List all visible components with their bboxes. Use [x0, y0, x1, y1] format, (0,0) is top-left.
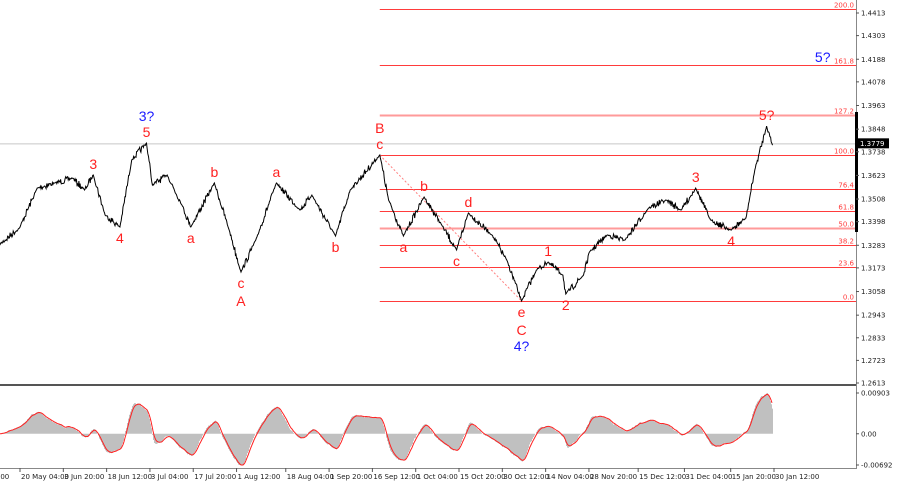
oscillator-panel: [0, 393, 773, 466]
price-tick-label: 1.3283: [861, 242, 886, 250]
price-tick-label: 1.3738: [861, 148, 886, 156]
wave-label: 4?: [514, 338, 530, 354]
wave-label: a: [399, 239, 407, 255]
price-tick-label: 1.2943: [861, 312, 886, 320]
time-tick-label: 20 May 04:00: [21, 473, 69, 481]
time-tick-label: 30 Jan 12:00: [775, 473, 819, 481]
current-price-badge: [857, 138, 889, 149]
fib-level-label: 161.8: [834, 58, 854, 66]
price-tick-label: 1.4188: [861, 56, 886, 64]
price-tick-label: 1.2833: [861, 334, 886, 342]
wave-label: c: [237, 275, 244, 291]
wave-label: d: [464, 194, 472, 210]
time-tick-label: 28 Nov 20:00: [590, 473, 637, 481]
time-tick-label: 16 Sep 12:00: [373, 473, 420, 481]
price-tick-label: 1.3058: [861, 288, 886, 296]
price-tick-label: 1.3623: [861, 172, 886, 180]
time-tick-label: 3 Jun 20:00: [64, 473, 104, 481]
fib-axis-marker: [855, 112, 858, 232]
wave-label: 3: [89, 156, 97, 172]
price-tick-label: 1.3173: [861, 264, 886, 272]
price-tick-label: 1.4303: [861, 32, 886, 40]
current-price-label: 1.3779: [860, 140, 885, 148]
wave-label: a: [273, 164, 281, 180]
wave-label: c: [376, 136, 383, 152]
wave-label: C: [516, 322, 526, 338]
price-tick-label: 1.3963: [861, 102, 886, 110]
price-tick-label: 1.2723: [861, 357, 886, 365]
wave-label-projection: 5?: [815, 49, 831, 65]
wave-label: c: [453, 253, 460, 269]
fib-level-label: 200.0: [834, 2, 854, 10]
wave-label: b: [420, 178, 428, 194]
fib-level-label: 23.6: [838, 260, 854, 268]
time-tick-label: 3 Jul 04:00: [151, 473, 189, 481]
wave-label: 3: [692, 169, 700, 185]
fib-level-label: 76.4: [838, 182, 854, 190]
fib-level-label: 100.0: [834, 148, 854, 156]
price-tick-label: 1.3398: [861, 218, 886, 226]
wave-label: B: [375, 120, 384, 136]
price-tick-label: 1.2613: [861, 380, 886, 388]
time-tick-label: 18 Aug 04:00: [287, 473, 334, 481]
price-tick-label: 1.3848: [861, 126, 886, 134]
wave-label: 5?: [759, 107, 775, 123]
oscillator-tick-label: 0.00: [861, 430, 877, 438]
oscillator-axis: 0.00903 0.00 -0.00692: [856, 390, 892, 470]
time-tick-label: 15 Jan 20:00: [732, 473, 776, 481]
wave-label: A: [236, 293, 246, 309]
time-tick-label: 15 Oct 20:00: [460, 473, 506, 481]
time-tick-label: 1 Oct 04:00: [417, 473, 458, 481]
wave-label: 3?: [139, 108, 155, 124]
wave-label: 1: [544, 243, 552, 259]
fib-level-label: 38.2: [838, 238, 854, 246]
price-tick-label: 1.3508: [861, 196, 886, 204]
time-axis[interactable]: :00 20 May 04:003 Jun 20:00 18 Jun 12:003 …: [0, 468, 819, 481]
wave-label: 5: [143, 124, 151, 140]
time-tick-label: :00: [0, 473, 9, 481]
oscillator-signal-line: [0, 393, 773, 466]
oscillator-tick-label: -0.00692: [861, 462, 892, 470]
fib-level-label: 127.2: [834, 108, 854, 116]
time-tick-label: 15 Dec 12:00: [639, 473, 686, 481]
fib-level-label: 50.0: [838, 221, 854, 229]
price-tick-label: 1.4413: [861, 10, 886, 18]
time-tick-label: 17 Jul 20:00: [194, 473, 236, 481]
price-series-line: [0, 125, 773, 303]
fibonacci-retracement[interactable]: 200.0 161.8 127.2 100.0 76.4 61.8 50.0 38.2 23.6…: [379, 2, 856, 302]
time-tick-label: 1 Sep 20:00: [330, 473, 372, 481]
wave-label: 2: [562, 297, 570, 313]
fib-level-label: 0.0: [843, 294, 854, 302]
time-tick-label: 14 Nov 04:00: [547, 473, 594, 481]
price-axis[interactable]: 1.4413 1.4303 1.4188 1.4078 1.3963 1.3848 1.37…: [856, 10, 889, 388]
wave-label: b: [211, 164, 219, 180]
wave-label: 4: [116, 230, 124, 246]
price-tick-label: 1.4078: [861, 78, 886, 86]
wave-label: 4: [727, 233, 735, 249]
time-tick-label: 31 Dec 04:00: [685, 473, 732, 481]
wave-label: e: [518, 304, 526, 320]
trendline[interactable]: [379, 154, 522, 302]
fib-level-label: 61.8: [838, 204, 854, 212]
wave-label: a: [187, 230, 195, 246]
wave-label: b: [332, 239, 340, 255]
time-tick-label: 18 Jun 12:00: [108, 473, 152, 481]
time-tick-label: 1 Aug 12:00: [238, 473, 281, 481]
oscillator-tick-label: 0.00903: [861, 390, 890, 398]
time-tick-label: 30 Oct 12:00: [503, 473, 549, 481]
